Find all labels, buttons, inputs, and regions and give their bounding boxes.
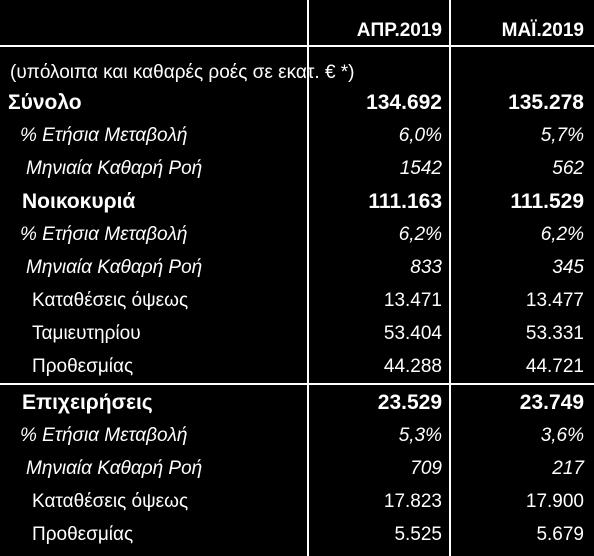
row-label: Ταμιευτηρίου xyxy=(32,323,141,344)
row-label: Μηνιαία Καθαρή Ροή xyxy=(26,158,203,179)
units-note: (υπόλοιπα και καθαρές ροές σε εκατ. € *) xyxy=(10,62,355,83)
cell-apr: 17.823 xyxy=(383,491,442,512)
column-divider-1 xyxy=(307,0,309,556)
header-divider xyxy=(0,45,594,47)
cell-apr: 111.163 xyxy=(368,190,442,213)
cell-may: 562 xyxy=(552,158,584,179)
row-label: Καταθέσεις όψεως xyxy=(32,491,189,512)
table-row: Μηνιαία Καθαρή Ροή 709 217 xyxy=(0,452,594,485)
header-row: ΑΠΡ.2019 ΜΑΪ.2019 xyxy=(0,14,594,47)
cell-may: 6,2% xyxy=(540,224,584,245)
cell-apr: 833 xyxy=(410,257,442,278)
row-label: Νοικοκυριά xyxy=(22,190,136,213)
table-row: Προθεσμίας 44.288 44.721 xyxy=(0,350,594,383)
table-row-total: Σύνολο 134.692 135.278 xyxy=(0,86,594,119)
cell-apr: 5.525 xyxy=(394,524,442,545)
table-row: Καταθέσεις όψεως 13.471 13.477 xyxy=(0,284,594,317)
cell-may: 217 xyxy=(552,458,584,479)
cell-apr: 6,0% xyxy=(398,125,442,146)
cell-may: 53.331 xyxy=(525,323,584,344)
row-label: Μηνιαία Καθαρή Ροή xyxy=(26,257,203,278)
cell-apr: 1542 xyxy=(399,158,442,179)
cell-apr: 44.288 xyxy=(383,356,442,377)
row-label: Προθεσμίας xyxy=(32,356,134,377)
table-row: % Ετήσια Μεταβολή 5,3% 3,6% xyxy=(0,419,594,452)
row-label: Προθεσμίας xyxy=(32,524,134,545)
table-row-businesses: Επιχειρήσεις 23.529 23.749 xyxy=(0,386,594,419)
section-divider xyxy=(0,383,594,385)
row-label: % Ετήσια Μεταβολή xyxy=(20,425,188,446)
cell-apr: 709 xyxy=(410,458,442,479)
cell-may: 345 xyxy=(552,257,584,278)
table-row-households: Νοικοκυριά 111.163 111.529 xyxy=(0,185,594,218)
cell-may: 3,6% xyxy=(540,425,584,446)
row-label: Καταθέσεις όψεως xyxy=(32,290,189,311)
column-header-apr-2019: ΑΠΡ.2019 xyxy=(356,20,442,41)
cell-may: 5,7% xyxy=(540,125,584,146)
row-label: Επιχειρήσεις xyxy=(22,391,153,414)
cell-apr: 53.404 xyxy=(383,323,442,344)
cell-may: 44.721 xyxy=(525,356,584,377)
units-note-row: (υπόλοιπα και καθαρές ροές σε εκατ. € *) xyxy=(0,56,594,89)
table-row: Μηνιαία Καθαρή Ροή 833 345 xyxy=(0,251,594,284)
cell-apr: 13.471 xyxy=(383,290,442,311)
table-row: Καταθέσεις όψεως 17.823 17.900 xyxy=(0,485,594,518)
row-label: % Ετήσια Μεταβολή xyxy=(20,125,188,146)
column-divider-2 xyxy=(449,0,451,556)
cell-may: 13.477 xyxy=(525,290,584,311)
row-label: % Ετήσια Μεταβολή xyxy=(20,224,188,245)
table-row: Προθεσμίας 5.525 5.679 xyxy=(0,518,594,551)
cell-apr: 23.529 xyxy=(377,391,442,414)
cell-apr: 5,3% xyxy=(398,425,442,446)
row-label: Μηνιαία Καθαρή Ροή xyxy=(26,458,203,479)
table-row: Μηνιαία Καθαρή Ροή 1542 562 xyxy=(0,152,594,185)
column-header-may-2019: ΜΑΪ.2019 xyxy=(501,20,584,41)
table-row: Ταμιευτηρίου 53.404 53.331 xyxy=(0,317,594,350)
cell-apr: 6,2% xyxy=(398,224,442,245)
table-row: % Ετήσια Μεταβολή 6,0% 5,7% xyxy=(0,119,594,152)
row-label: Σύνολο xyxy=(8,91,82,114)
cell-apr: 134.692 xyxy=(366,91,442,114)
cell-may: 5.679 xyxy=(536,524,584,545)
cell-may: 135.278 xyxy=(508,91,584,114)
cell-may: 23.749 xyxy=(519,391,584,414)
cell-may: 17.900 xyxy=(525,491,584,512)
table-row: % Ετήσια Μεταβολή 6,2% 6,2% xyxy=(0,218,594,251)
cell-may: 111.529 xyxy=(510,190,584,213)
